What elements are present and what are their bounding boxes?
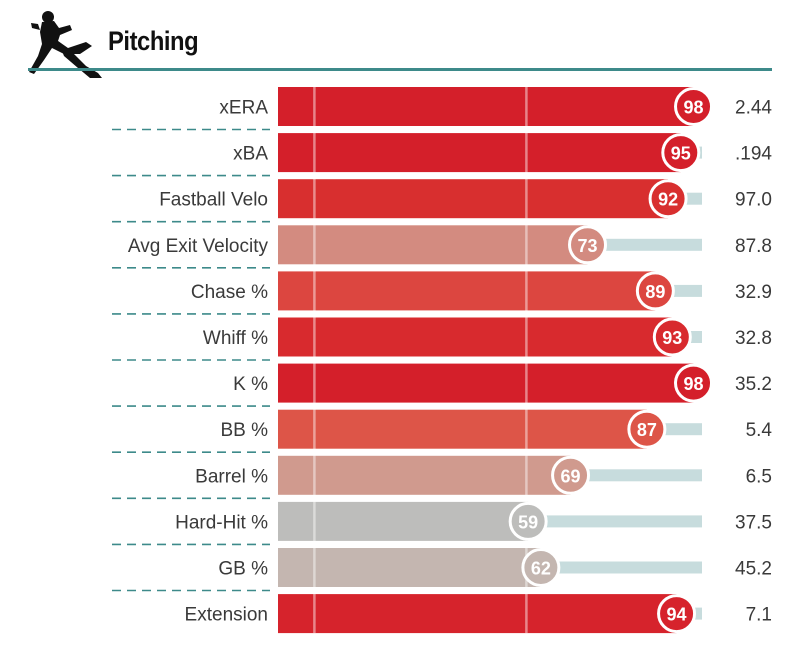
category-label: Barrel %: [195, 466, 268, 487]
stat-value: 6.5: [746, 466, 772, 487]
stat-value: .194: [735, 144, 772, 165]
percentile-label: 92: [658, 190, 678, 210]
percentile-marker: [657, 594, 697, 634]
stat-value: 37.5: [735, 512, 772, 533]
stat-value: 87.8: [735, 236, 772, 257]
stat-value: 32.9: [735, 282, 772, 303]
percentile-marker: [661, 133, 701, 173]
stat-value: 97.0: [735, 190, 772, 211]
percentile-marker: [551, 455, 591, 495]
stat-value: 45.2: [735, 559, 772, 580]
percentile-bar: [278, 409, 647, 449]
stat-value: 32.8: [735, 328, 772, 349]
percentile-marker: [648, 179, 688, 219]
category-label: Extension: [185, 605, 268, 626]
percentile-marker: [674, 87, 714, 126]
percentile-bar: [278, 548, 541, 587]
category-label: GB %: [218, 559, 268, 580]
percentile-label: 87: [637, 420, 657, 440]
stat-value: 35.2: [735, 374, 772, 395]
percentile-label: 95: [671, 144, 691, 164]
percentile-label: 98: [684, 98, 704, 118]
percentile-marker: [508, 501, 548, 541]
category-label: xERA: [219, 98, 268, 119]
percentile-marker: [652, 317, 692, 357]
percentile-marker: [627, 409, 667, 449]
percentile-bar: [278, 594, 677, 634]
percentile-label: 93: [662, 328, 682, 348]
percentile-marker: [521, 548, 561, 587]
stat-value: 2.44: [735, 98, 772, 119]
percentile-label: 59: [518, 512, 538, 532]
percentile-label: 89: [645, 282, 665, 302]
category-label: Hard-Hit %: [175, 512, 268, 533]
percentile-label: 94: [667, 605, 687, 625]
percentile-marker: [568, 225, 608, 265]
stat-value: 5.4: [746, 420, 773, 441]
percentile-bar: [278, 225, 588, 265]
category-label: Fastball Velo: [159, 190, 268, 211]
pitcher-silhouette-icon: [29, 11, 102, 78]
page-title: Pitching: [108, 26, 199, 56]
percentile-bar: [278, 133, 681, 173]
stat-value: 7.1: [746, 605, 772, 626]
percentile-bar: [278, 501, 529, 541]
header: Pitching: [0, 0, 810, 78]
percentile-label: 62: [531, 559, 551, 579]
percentile-bar: [278, 363, 694, 403]
percentile-bar: [278, 87, 694, 126]
percentile-bar: [278, 271, 656, 311]
percentile-bar: [278, 455, 571, 495]
category-label: BB %: [220, 420, 268, 441]
header-rule: [28, 68, 772, 71]
category-label: K %: [233, 374, 268, 395]
category-label: Avg Exit Velocity: [128, 236, 269, 257]
percentile-label: 73: [578, 236, 598, 256]
percentile-bar: [278, 179, 669, 219]
percentile-label: 69: [561, 466, 581, 486]
category-label: Chase %: [191, 282, 268, 303]
category-label: xBA: [233, 144, 268, 165]
percentile-marker: [674, 363, 714, 403]
percentile-label: 98: [684, 374, 704, 394]
percentile-marker: [635, 271, 675, 311]
category-label: Whiff %: [203, 328, 268, 349]
percentile-bar: [278, 317, 673, 357]
